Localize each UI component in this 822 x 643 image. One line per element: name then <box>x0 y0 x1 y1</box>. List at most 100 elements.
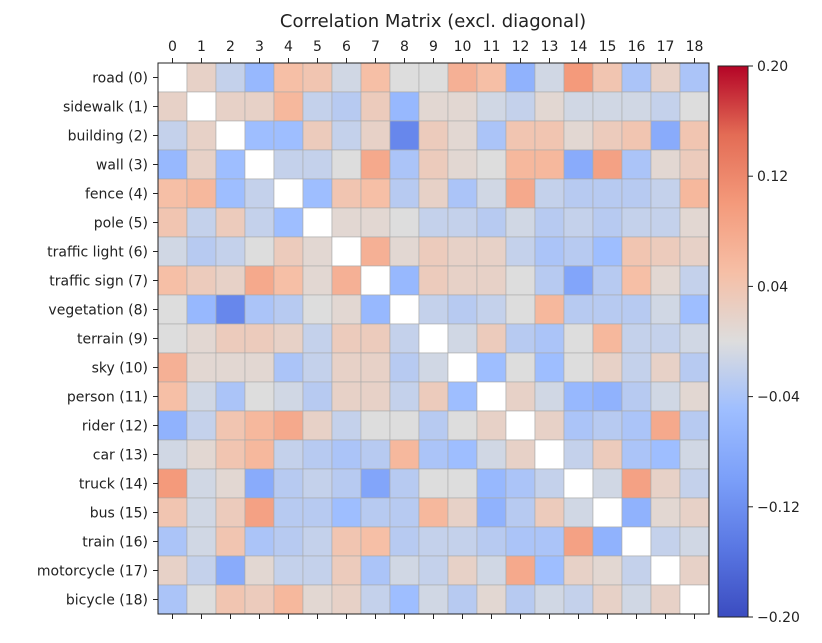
heatmap-cell <box>331 439 362 470</box>
heatmap-cell <box>621 439 652 470</box>
heatmap-cell <box>273 91 304 122</box>
heatmap-cell <box>447 207 478 238</box>
heatmap-cell <box>302 207 333 238</box>
x-tick-label: 14 <box>570 39 588 55</box>
heatmap-cell <box>418 265 449 296</box>
heatmap-cell <box>389 265 420 296</box>
heatmap-cell <box>447 323 478 354</box>
heatmap-cell <box>679 294 710 325</box>
heatmap-cell <box>273 149 304 180</box>
heatmap-cell <box>592 352 623 383</box>
heatmap-cell <box>389 62 420 93</box>
heatmap-cell <box>389 120 420 151</box>
heatmap-cell <box>273 468 304 499</box>
heatmap-cell <box>360 62 391 93</box>
heatmap-cell <box>302 120 333 151</box>
x-tick-label: 9 <box>429 39 438 55</box>
heatmap-cell <box>534 91 565 122</box>
heatmap-cell <box>302 526 333 557</box>
heatmap-cell <box>592 584 623 615</box>
heatmap-cell <box>157 265 188 296</box>
heatmap-cell <box>157 207 188 238</box>
heatmap-cell <box>331 381 362 412</box>
heatmap-cell <box>360 178 391 209</box>
heatmap-cell <box>389 497 420 528</box>
heatmap-cell <box>273 352 304 383</box>
heatmap-cell <box>650 410 681 441</box>
heatmap-cell <box>505 410 536 441</box>
heatmap-cell <box>592 91 623 122</box>
heatmap-cell <box>534 439 565 470</box>
heatmap-cell <box>360 410 391 441</box>
heatmap-cell <box>302 236 333 267</box>
heatmap-cell <box>186 352 217 383</box>
heatmap-cell <box>592 178 623 209</box>
heatmap-cell <box>505 497 536 528</box>
heatmap-cell <box>215 468 246 499</box>
heatmap-cell <box>447 468 478 499</box>
heatmap-cell <box>331 294 362 325</box>
heatmap-cell <box>157 178 188 209</box>
heatmap-cell <box>592 381 623 412</box>
heatmap-cell <box>563 526 594 557</box>
heatmap-cell <box>534 207 565 238</box>
heatmap-cell <box>186 149 217 180</box>
heatmap-cell <box>621 323 652 354</box>
heatmap-cell <box>418 207 449 238</box>
heatmap-cell <box>534 526 565 557</box>
heatmap-cell <box>418 584 449 615</box>
heatmap-cell <box>505 352 536 383</box>
heatmap-cell <box>534 294 565 325</box>
heatmap-cell <box>157 584 188 615</box>
heatmap-cell <box>621 178 652 209</box>
heatmap-cell <box>389 555 420 586</box>
heatmap-cell <box>215 178 246 209</box>
heatmap-cell <box>534 120 565 151</box>
heatmap-cell <box>389 91 420 122</box>
heatmap-cell <box>302 439 333 470</box>
heatmap-cell <box>157 352 188 383</box>
heatmap-cell <box>534 265 565 296</box>
heatmap-cell <box>505 120 536 151</box>
heatmap-cell <box>592 236 623 267</box>
heatmap-cell <box>621 149 652 180</box>
heatmap-cell <box>476 236 507 267</box>
heatmap-cell <box>331 62 362 93</box>
y-tick-label: motorcycle (17) <box>37 564 148 580</box>
heatmap-cell <box>592 410 623 441</box>
heatmap-cell <box>534 584 565 615</box>
heatmap-cell <box>186 91 217 122</box>
heatmap-cell <box>621 468 652 499</box>
heatmap-cell <box>302 381 333 412</box>
heatmap-cell <box>447 178 478 209</box>
heatmap-cell <box>244 62 275 93</box>
heatmap-cell <box>215 236 246 267</box>
heatmap-cell <box>186 410 217 441</box>
heatmap-cell <box>186 323 217 354</box>
heatmap-cell <box>244 178 275 209</box>
heatmap-cell <box>650 178 681 209</box>
heatmap-cell <box>418 439 449 470</box>
heatmap-cell <box>563 178 594 209</box>
heatmap-cell <box>215 584 246 615</box>
y-tick-label: truck (14) <box>79 477 148 493</box>
chart-title: Correlation Matrix (excl. diagonal) <box>280 11 586 32</box>
heatmap-cell <box>563 207 594 238</box>
heatmap-cell <box>389 584 420 615</box>
x-tick-label: 4 <box>284 39 293 55</box>
heatmap-cell <box>157 410 188 441</box>
heatmap-cell <box>447 91 478 122</box>
heatmap-cell <box>360 352 391 383</box>
heatmap-cell <box>418 468 449 499</box>
heatmap-cell <box>505 381 536 412</box>
heatmap-cell <box>157 149 188 180</box>
heatmap-cell <box>534 323 565 354</box>
x-tick-label: 6 <box>342 39 351 55</box>
heatmap-cell <box>534 410 565 441</box>
heatmap-cell <box>331 410 362 441</box>
heatmap-cell <box>157 236 188 267</box>
heatmap-cell <box>302 178 333 209</box>
x-tick-label: 3 <box>255 39 264 55</box>
heatmap-cell <box>650 207 681 238</box>
heatmap-cell <box>505 555 536 586</box>
